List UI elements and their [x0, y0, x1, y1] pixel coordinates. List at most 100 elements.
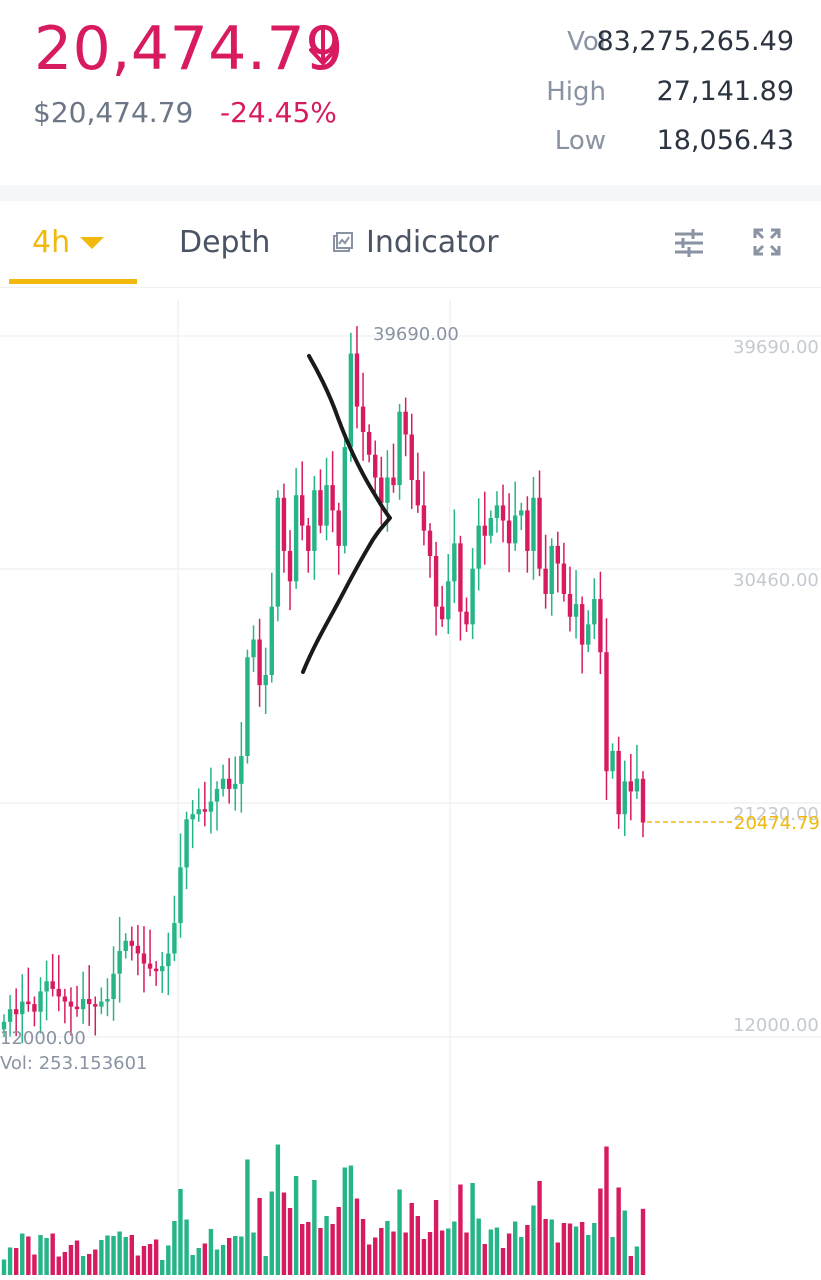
- volume-bar: [415, 1216, 421, 1275]
- candlestick-chart[interactable]: 39690.00 30460.00 21230.00 12000.00 3969…: [0, 287, 821, 1280]
- candle-body: [141, 953, 147, 964]
- volume-bar: [184, 1219, 189, 1275]
- candle-body: [610, 750, 615, 772]
- candle-body: [348, 353, 354, 448]
- volume-bar: [494, 1227, 500, 1275]
- volume-bar: [105, 1235, 110, 1275]
- candle-body: [111, 973, 116, 1000]
- volume-bar: [640, 1208, 646, 1275]
- volume-bar: [409, 1203, 414, 1275]
- volume-bar: [166, 1245, 171, 1275]
- volume-bar: [342, 1167, 347, 1275]
- candle-body: [68, 1001, 74, 1007]
- candle-body: [409, 434, 414, 481]
- volume-bar: [147, 1244, 153, 1275]
- candle-body: [549, 545, 554, 594]
- candle-body: [50, 981, 55, 989]
- volume-bar: [476, 1218, 481, 1275]
- volume-bar: [141, 1246, 147, 1275]
- caret-down-icon[interactable]: [80, 237, 104, 249]
- candle-body: [324, 485, 329, 526]
- volume-bar: [379, 1228, 384, 1275]
- volume-bar: [26, 1236, 31, 1275]
- volume-bar: [300, 1224, 305, 1275]
- volume-bar: [464, 1232, 469, 1275]
- volume-bar: [306, 1222, 311, 1275]
- volume-bar: [366, 1244, 372, 1275]
- candle-body: [13, 1009, 19, 1015]
- candle-body: [415, 480, 421, 506]
- candle-body: [366, 431, 372, 455]
- candle-body: [579, 604, 585, 645]
- candle-body: [598, 599, 603, 653]
- candle-body: [129, 940, 134, 946]
- volume-bar: [62, 1252, 68, 1275]
- candle-body: [202, 809, 208, 812]
- volume-bar: [506, 1233, 512, 1275]
- candle-body: [123, 940, 128, 951]
- volume-bar: [214, 1249, 220, 1275]
- candle-body: [403, 411, 408, 435]
- volume-bar: [373, 1237, 378, 1275]
- volume-bar: [433, 1200, 439, 1275]
- candle-body: [561, 563, 567, 594]
- candle-body: [397, 411, 402, 486]
- candle-body: [373, 454, 378, 478]
- volume-bar: [153, 1239, 159, 1275]
- candle-body: [269, 606, 274, 675]
- candle-body: [172, 923, 177, 954]
- volume-bar: [245, 1159, 250, 1275]
- volume-bar: [470, 1183, 475, 1275]
- candle-body: [537, 497, 542, 569]
- tab-indicator[interactable]: Indicator: [366, 225, 499, 260]
- candle-body: [214, 788, 220, 802]
- candle-body: [616, 750, 621, 815]
- last-price-tag: 20474.79: [734, 813, 820, 834]
- volume-bars: [1, 1144, 646, 1275]
- candle-body: [105, 999, 110, 1002]
- volume-bar: [397, 1189, 402, 1275]
- volume-bar: [318, 1228, 323, 1275]
- tab-interval[interactable]: 4h: [32, 225, 71, 260]
- sliders-icon[interactable]: [672, 226, 706, 260]
- candle-body: [586, 624, 591, 645]
- volume-bar: [293, 1176, 299, 1275]
- volume-label: Vol: 253.153601: [0, 1053, 148, 1074]
- candle-body: [470, 568, 475, 625]
- candle-body: [336, 510, 341, 546]
- candle-body: [318, 490, 323, 526]
- candle-body: [62, 996, 68, 1002]
- volume-bar: [421, 1239, 427, 1275]
- volume-bar: [220, 1245, 226, 1275]
- volume-bar: [592, 1223, 597, 1275]
- candle-body: [56, 988, 61, 997]
- fullscreen-icon[interactable]: [752, 227, 782, 257]
- candle-body: [233, 783, 238, 789]
- candle-body: [166, 953, 171, 967]
- candle-body: [634, 778, 640, 792]
- volume-bar: [573, 1226, 579, 1275]
- volume-bar: [567, 1223, 573, 1275]
- candle-body: [38, 991, 43, 1012]
- volume-bar: [628, 1256, 634, 1275]
- candle-body: [464, 611, 469, 625]
- volume-bar: [172, 1221, 177, 1275]
- volume-bar: [330, 1224, 335, 1275]
- volume-bar: [38, 1235, 43, 1275]
- volume-bar: [525, 1225, 530, 1275]
- tab-depth[interactable]: Depth: [179, 225, 271, 260]
- volume-bar: [458, 1184, 463, 1275]
- last-price: 20,474.79: [34, 14, 344, 84]
- volume-bar: [281, 1192, 287, 1275]
- candle-body: [208, 801, 214, 812]
- chart-indicator-icon[interactable]: [332, 231, 354, 253]
- vol-label: Vol: [567, 27, 606, 57]
- volume-bar: [93, 1249, 98, 1275]
- low-value: 18,056.43: [656, 125, 794, 156]
- change-percent: -24.45%: [220, 96, 337, 129]
- candle-body: [251, 639, 256, 658]
- volume-bar: [1, 1259, 7, 1275]
- candle-body: [74, 1006, 80, 1010]
- candle-body: [184, 819, 189, 868]
- volume-bar: [160, 1260, 165, 1275]
